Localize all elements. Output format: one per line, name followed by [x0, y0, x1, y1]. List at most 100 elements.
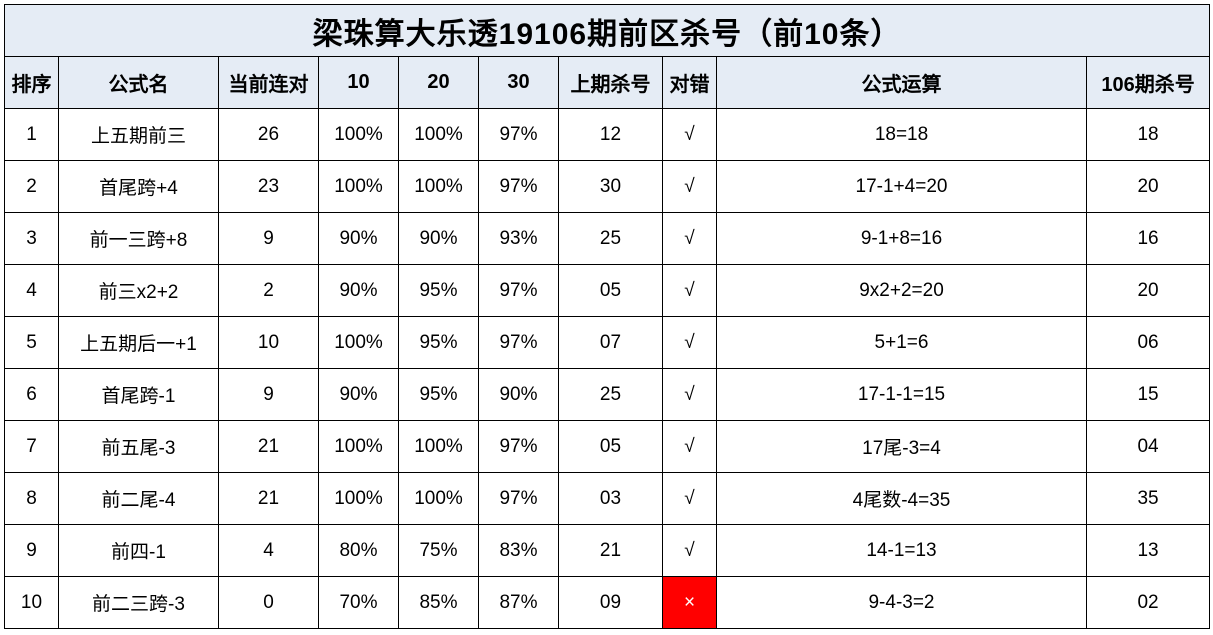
cell-last: 12 — [559, 109, 663, 161]
cell-calc: 9-4-3=2 — [717, 577, 1087, 629]
col-header-last: 上期杀号 — [559, 57, 663, 109]
header-row: 排序 公式名 当前连对 10 20 30 上期杀号 对错 公式运算 106期杀号 — [5, 57, 1210, 109]
cell-last: 07 — [559, 317, 663, 369]
cell-calc: 18=18 — [717, 109, 1087, 161]
cell-calc: 9-1+8=16 — [717, 213, 1087, 265]
cell-p20: 95% — [399, 369, 479, 421]
cell-streak: 4 — [219, 525, 319, 577]
title-row: 梁珠算大乐透19106期前区杀号（前10条） — [5, 5, 1210, 57]
col-header-streak: 当前连对 — [219, 57, 319, 109]
cell-p30: 90% — [479, 369, 559, 421]
cell-p30: 97% — [479, 473, 559, 525]
cell-p20: 100% — [399, 109, 479, 161]
cell-result: 35 — [1087, 473, 1210, 525]
cell-name: 前一三跨+8 — [59, 213, 219, 265]
cell-last: 05 — [559, 265, 663, 317]
cell-rank: 5 — [5, 317, 59, 369]
col-header-name: 公式名 — [59, 57, 219, 109]
cell-last: 25 — [559, 369, 663, 421]
table-row: 10前二三跨-3070%85%87%09×9-4-3=202 — [5, 577, 1210, 629]
cell-check: √ — [663, 265, 717, 317]
cell-p30: 97% — [479, 421, 559, 473]
cell-p20: 95% — [399, 265, 479, 317]
cell-name: 前二三跨-3 — [59, 577, 219, 629]
cell-p10: 90% — [319, 213, 399, 265]
table-row: 1上五期前三26100%100%97%12√18=1818 — [5, 109, 1210, 161]
cell-p20: 75% — [399, 525, 479, 577]
cell-rank: 1 — [5, 109, 59, 161]
cell-result: 06 — [1087, 317, 1210, 369]
cell-result: 16 — [1087, 213, 1210, 265]
cell-p10: 80% — [319, 525, 399, 577]
cell-streak: 21 — [219, 473, 319, 525]
cell-check: √ — [663, 421, 717, 473]
cell-rank: 8 — [5, 473, 59, 525]
table-row: 9前四-1480%75%83%21√14-1=1313 — [5, 525, 1210, 577]
cell-name: 首尾跨-1 — [59, 369, 219, 421]
cell-p30: 97% — [479, 265, 559, 317]
cell-p10: 100% — [319, 109, 399, 161]
cell-p30: 93% — [479, 213, 559, 265]
cell-check: √ — [663, 525, 717, 577]
cell-p30: 97% — [479, 317, 559, 369]
cell-name: 前四-1 — [59, 525, 219, 577]
cell-p20: 85% — [399, 577, 479, 629]
cell-streak: 23 — [219, 161, 319, 213]
cell-p10: 100% — [319, 161, 399, 213]
cell-p20: 95% — [399, 317, 479, 369]
cell-last: 30 — [559, 161, 663, 213]
col-header-p10: 10 — [319, 57, 399, 109]
cell-calc: 9x2+2=20 — [717, 265, 1087, 317]
cell-p10: 100% — [319, 317, 399, 369]
cell-result: 20 — [1087, 161, 1210, 213]
cell-rank: 7 — [5, 421, 59, 473]
cell-rank: 3 — [5, 213, 59, 265]
cell-check: √ — [663, 473, 717, 525]
cell-name: 上五期后一+1 — [59, 317, 219, 369]
cell-p30: 97% — [479, 161, 559, 213]
cell-rank: 6 — [5, 369, 59, 421]
col-header-rank: 排序 — [5, 57, 59, 109]
cell-p20: 100% — [399, 473, 479, 525]
cell-result: 02 — [1087, 577, 1210, 629]
cell-rank: 10 — [5, 577, 59, 629]
cell-streak: 26 — [219, 109, 319, 161]
table-row: 5上五期后一+110100%95%97%07√5+1=606 — [5, 317, 1210, 369]
cell-rank: 9 — [5, 525, 59, 577]
cell-calc: 17-1-1=15 — [717, 369, 1087, 421]
cell-result: 04 — [1087, 421, 1210, 473]
cell-name: 前二尾-4 — [59, 473, 219, 525]
cell-result: 20 — [1087, 265, 1210, 317]
cell-last: 03 — [559, 473, 663, 525]
col-header-check: 对错 — [663, 57, 717, 109]
lottery-table-container: 梁珠算大乐透19106期前区杀号（前10条） 排序 公式名 当前连对 10 20… — [4, 4, 1209, 629]
table-row: 7前五尾-321100%100%97%05√17尾-3=404 — [5, 421, 1210, 473]
cell-streak: 9 — [219, 213, 319, 265]
cell-check: √ — [663, 317, 717, 369]
cell-check: √ — [663, 109, 717, 161]
cell-last: 25 — [559, 213, 663, 265]
cell-p10: 90% — [319, 265, 399, 317]
cell-p10: 90% — [319, 369, 399, 421]
cell-p30: 83% — [479, 525, 559, 577]
table-row: 2首尾跨+423100%100%97%30√17-1+4=2020 — [5, 161, 1210, 213]
cell-streak: 10 — [219, 317, 319, 369]
cell-check: √ — [663, 213, 717, 265]
cell-name: 首尾跨+4 — [59, 161, 219, 213]
table-row: 8前二尾-421100%100%97%03√4尾数-4=3535 — [5, 473, 1210, 525]
table-row: 6首尾跨-1990%95%90%25√17-1-1=1515 — [5, 369, 1210, 421]
cell-streak: 0 — [219, 577, 319, 629]
cell-name: 上五期前三 — [59, 109, 219, 161]
cell-check: √ — [663, 369, 717, 421]
cell-rank: 2 — [5, 161, 59, 213]
cell-name: 前五尾-3 — [59, 421, 219, 473]
cell-rank: 4 — [5, 265, 59, 317]
col-header-p20: 20 — [399, 57, 479, 109]
cell-p30: 97% — [479, 109, 559, 161]
cell-last: 21 — [559, 525, 663, 577]
cell-p10: 100% — [319, 473, 399, 525]
col-header-calc: 公式运算 — [717, 57, 1087, 109]
cell-calc: 5+1=6 — [717, 317, 1087, 369]
cell-calc: 17尾-3=4 — [717, 421, 1087, 473]
cell-calc: 14-1=13 — [717, 525, 1087, 577]
